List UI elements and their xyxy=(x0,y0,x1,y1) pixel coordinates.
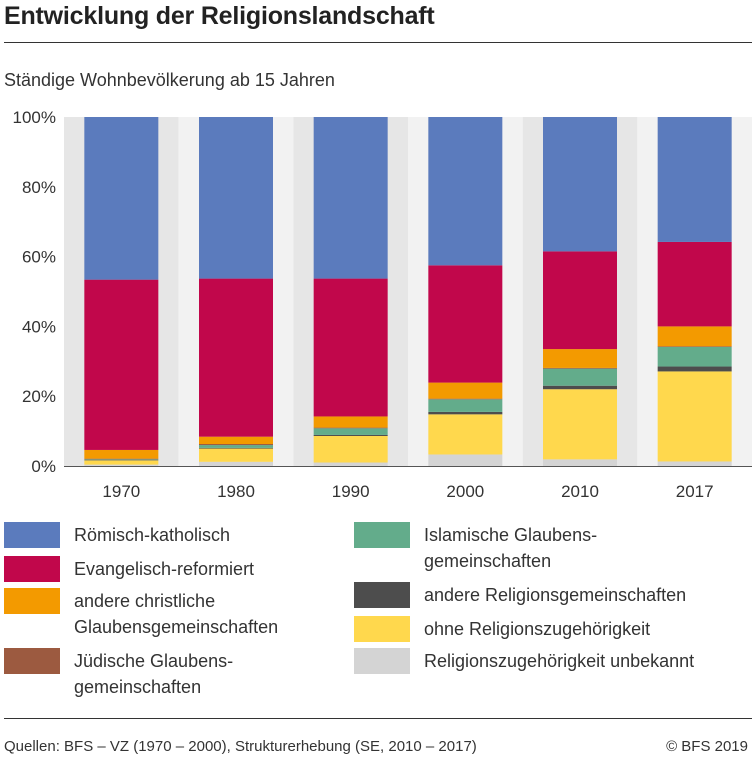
bar-segment xyxy=(543,459,617,466)
bar-segment xyxy=(428,398,503,400)
bar-segment xyxy=(657,241,732,327)
bar-segment xyxy=(543,117,617,252)
bar-segment xyxy=(313,278,388,417)
bar-segment xyxy=(657,326,732,347)
legend-item-juedische: Jüdische Glaubens- gemeinschaften xyxy=(4,648,233,700)
bar-segment xyxy=(657,117,732,242)
bar-segment xyxy=(313,416,388,428)
bar-segment xyxy=(84,459,159,461)
bar-segment xyxy=(428,382,503,399)
bar-segment xyxy=(199,448,273,462)
bar-segment xyxy=(428,454,503,466)
y-tick-label: 40% xyxy=(22,317,56,336)
bar-segment xyxy=(543,349,617,368)
bar-segment xyxy=(199,117,273,279)
bar-segment xyxy=(84,279,159,450)
x-tick-label: 1990 xyxy=(332,482,370,501)
bar-segment xyxy=(199,447,273,449)
bar-segment xyxy=(313,428,388,435)
title-divider xyxy=(4,42,752,43)
bar-segment xyxy=(199,278,273,437)
bar-segment xyxy=(428,265,503,383)
y-tick-label: 80% xyxy=(22,178,56,197)
chart-subtitle: Ständige Wohnbevölkerung ab 15 Jahren xyxy=(4,70,335,90)
legend-label: Evangelisch-reformiert xyxy=(74,559,255,579)
x-tick-label: 2000 xyxy=(446,482,484,501)
legend-item-ohne-religion: ohne Religionszugehörigkeit xyxy=(354,616,650,642)
bar-segment xyxy=(199,445,273,448)
legend-item-unbekannt: Religionszugehörigkeit unbekannt xyxy=(354,648,694,674)
bar-segment xyxy=(313,434,388,436)
bar-segment xyxy=(428,411,503,415)
x-tick-label: 2017 xyxy=(676,482,714,501)
y-tick-label: 0% xyxy=(31,457,56,476)
legend-item-islamische: Islamische Glaubens- gemeinschaften xyxy=(354,522,597,574)
bar-segment xyxy=(543,251,617,350)
legend-label: ohne Religionszugehörigkeit xyxy=(424,619,651,639)
chart-title: Entwicklung der Religionslandschaft xyxy=(4,2,435,30)
legend-swatch xyxy=(4,588,60,614)
legend-label: andere Religionsgemeinschaften xyxy=(424,585,687,605)
legend-item-andere-christliche: andere christliche Glaubensgemeinschafte… xyxy=(4,588,278,640)
legend-item-roemisch-katholisch: Römisch-katholisch xyxy=(4,522,230,548)
bar-segment xyxy=(543,385,617,390)
bar-segment xyxy=(657,346,732,367)
bar-segment xyxy=(199,436,273,445)
bar-segment xyxy=(84,449,159,459)
legend-swatch xyxy=(354,616,410,642)
bar-segment xyxy=(84,464,159,466)
bar-segment xyxy=(543,368,617,386)
bar-segment xyxy=(657,461,732,466)
y-tick-label: 60% xyxy=(22,248,56,267)
bar-segment xyxy=(313,462,388,466)
source-note: Quellen: BFS – VZ (1970 – 2000), Struktu… xyxy=(4,738,477,755)
bar-segment xyxy=(657,366,732,372)
bar-segment xyxy=(543,389,617,460)
bar-segment xyxy=(84,458,159,460)
x-tick-label: 1970 xyxy=(102,482,140,501)
footer-divider xyxy=(4,718,752,719)
bar-segment xyxy=(84,460,159,465)
legend-label: Religionszugehörigkeit unbekannt xyxy=(424,651,695,671)
bar-segment xyxy=(428,414,503,455)
legend-swatch xyxy=(354,582,410,608)
bar-segment xyxy=(313,427,388,429)
bar-segment xyxy=(543,367,617,369)
legend-label: Jüdische Glaubens- gemeinschaften xyxy=(74,651,234,697)
x-tick-label: 1980 xyxy=(217,482,255,501)
legend-swatch xyxy=(354,648,410,674)
legend-swatch xyxy=(4,556,60,582)
legend-item-andere-religionsgemeinschaften: andere Religionsgemeinschaften xyxy=(354,582,686,608)
legend-swatch xyxy=(4,522,60,548)
bar-segment xyxy=(84,117,159,280)
legend-swatch xyxy=(354,522,410,548)
bar-segment xyxy=(313,117,388,279)
legend-item-evangelisch-reformiert: Evangelisch-reformiert xyxy=(4,556,254,582)
legend-swatch xyxy=(4,648,60,674)
bar-segment xyxy=(657,371,732,462)
bar-segment xyxy=(657,346,732,347)
bar-segment xyxy=(313,435,388,463)
bar-segment xyxy=(428,117,503,266)
stacked-bar-chart: 0% 20% 40% 60% 80% 100% 1970 1980 1990 2000 2010 20… xyxy=(13,108,752,501)
x-tick-label: 2010 xyxy=(561,482,599,501)
y-tick-label: 20% xyxy=(22,387,56,406)
copyright-note: © BFS 2019 xyxy=(666,738,748,755)
legend-label: Römisch-katholisch xyxy=(74,525,231,545)
bar-segment xyxy=(199,461,273,466)
bar-segment xyxy=(428,399,503,412)
legend-label: Islamische Glaubens- gemeinschaften xyxy=(424,525,598,571)
y-tick-label: 100% xyxy=(13,108,56,127)
bar-segment xyxy=(199,444,273,446)
legend-label: andere christliche Glaubensgemeinschafte… xyxy=(74,591,279,637)
